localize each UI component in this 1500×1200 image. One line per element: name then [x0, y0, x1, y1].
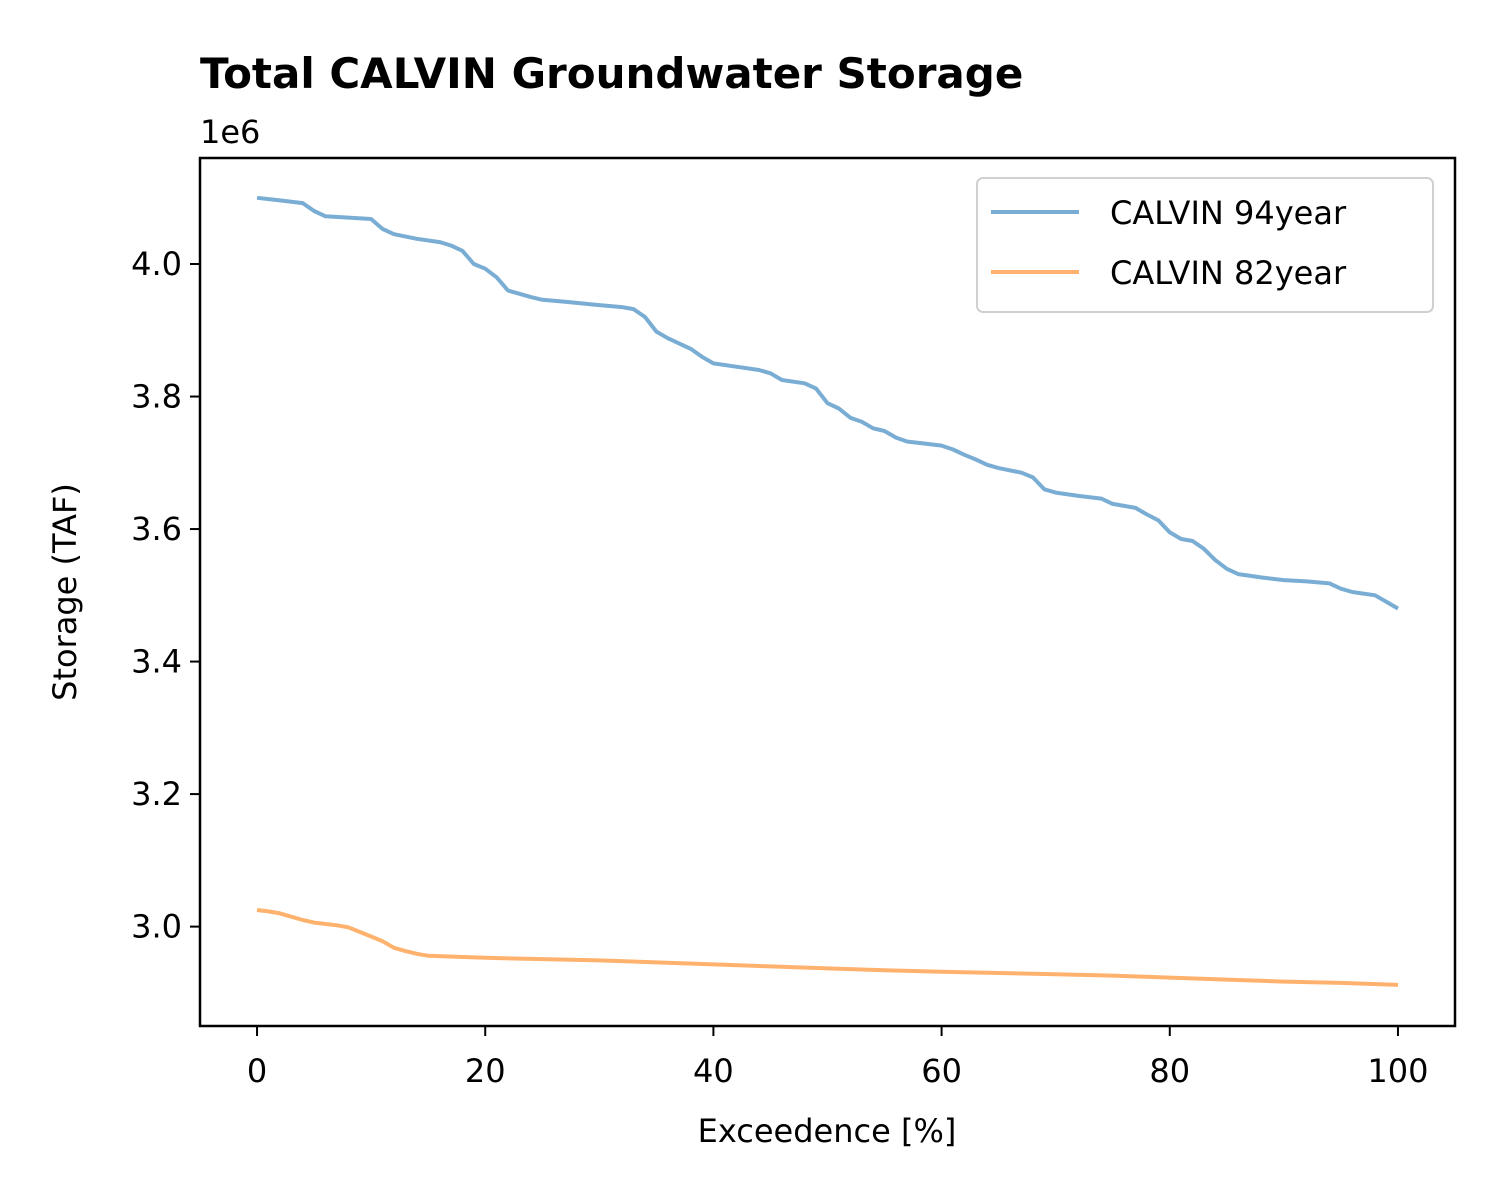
- y-axis: 3.0 3.2 3.4 3.6 3.8 4.0: [131, 245, 200, 946]
- x-tick-label: 80: [1149, 1052, 1190, 1090]
- legend-label-calvin-94year: CALVIN 94year: [1110, 194, 1347, 232]
- x-tick-label: 0: [247, 1052, 267, 1090]
- plot-frame: [198, 156, 1457, 1028]
- x-tick-label: 100: [1367, 1052, 1428, 1090]
- y-tick-label: 3.0: [131, 908, 182, 946]
- series-line-calvin-82year: [256, 908, 1399, 987]
- y-tick-label: 3.8: [131, 378, 182, 416]
- x-axis: 0 20 40 60 80 100: [247, 1026, 1428, 1090]
- series-line-calvin-94year: [256, 195, 1400, 611]
- y-tick-label: 3.4: [131, 643, 182, 681]
- x-axis-label: Exceedence [%]: [698, 1112, 957, 1150]
- y-tick-label: 4.0: [131, 245, 182, 283]
- y-tick-label: 3.2: [131, 775, 182, 813]
- x-tick-label: 60: [921, 1052, 962, 1090]
- chart-title: Total CALVIN Groundwater Storage: [200, 49, 1023, 98]
- legend-box: [976, 177, 1434, 313]
- x-tick-label: 40: [693, 1052, 734, 1090]
- y-axis-label: Storage (TAF): [46, 483, 84, 701]
- legend: CALVIN 94year CALVIN 82year: [976, 177, 1434, 313]
- series-layer: [256, 195, 1400, 987]
- x-tick-label: 20: [465, 1052, 506, 1090]
- legend-label-calvin-82year: CALVIN 82year: [1110, 254, 1347, 292]
- y-tick-label: 3.6: [131, 510, 182, 548]
- y-offset-label: 1e6: [200, 113, 260, 151]
